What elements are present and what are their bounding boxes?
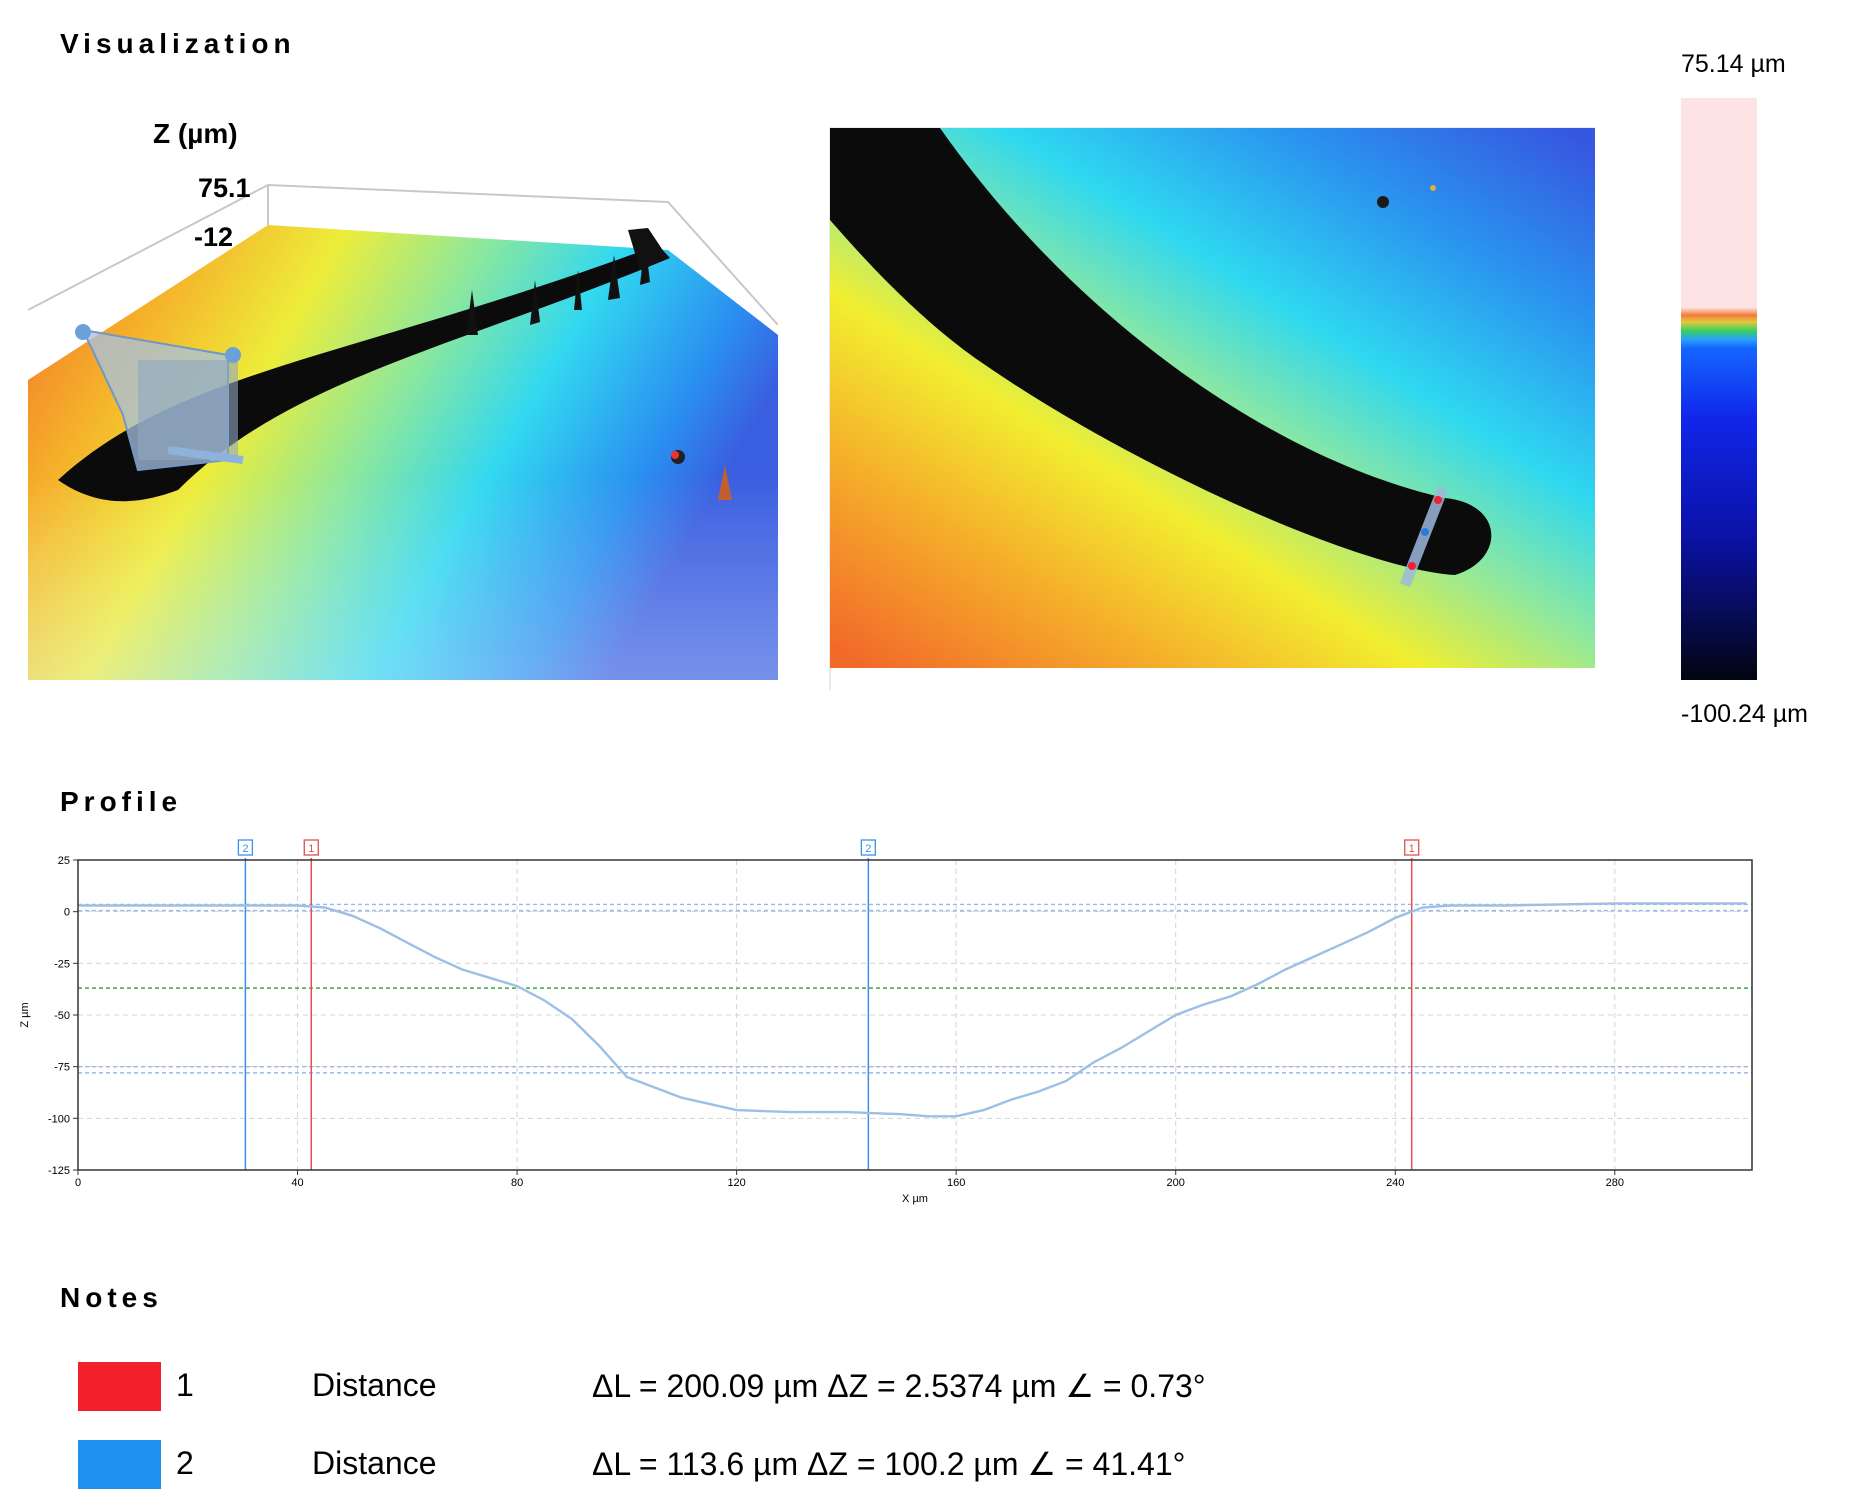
profile-chart[interactable]: 2 1 2 1 0 40 80 120 160 200 240 280 25 0 -25 -50 -75 -10… — [0, 830, 1780, 1230]
y-tick-label: -75 — [54, 1062, 70, 1074]
y-tick-label: -50 — [54, 1010, 70, 1022]
cursor-marker — [303, 839, 319, 856]
x-axis-label: X µm — [902, 1193, 928, 1205]
x-tick-label: 240 — [1386, 1177, 1404, 1189]
z-axis-tick-second: -12 — [194, 222, 234, 252]
y-tick-label: -125 — [48, 1165, 70, 1177]
x-tick-label: 280 — [1606, 1177, 1624, 1189]
color-scale-min-label: -100.24 µm — [1681, 700, 1808, 728]
x-tick-label: 40 — [291, 1177, 303, 1189]
cursor-label: 1 — [1409, 843, 1415, 855]
color-scale-bar — [1681, 98, 1757, 680]
profile-title: Profile — [60, 786, 183, 817]
cursor-label: 2 — [242, 843, 248, 855]
x-tick-label: 160 — [947, 1177, 965, 1189]
visualization-title: Visualization — [60, 28, 296, 59]
note-values: ΔL = 113.6 µm ΔZ = 100.2 µm ∠ = 41.41° — [592, 1446, 1186, 1482]
z-axis-label: Z (µm) — [153, 118, 238, 149]
y-tick-label: -100 — [48, 1113, 70, 1125]
color-scale-max-label: 75.14 µm — [1681, 50, 1786, 78]
note-id: 1 — [176, 1367, 194, 1403]
y-tick-label: 0 — [64, 907, 70, 919]
plot-frame — [77, 859, 1753, 1171]
y-tick-label: -25 — [54, 958, 70, 970]
note-row: 2 Distance ΔL = 113.6 µm ΔZ = 100.2 µm ∠… — [0, 1440, 1400, 1500]
x-tick-label: 120 — [727, 1177, 745, 1189]
profile-chart-svg: 2 1 2 1 0 40 80 120 160 200 240 280 25 0 -25 -50 -75 -10… — [19, 839, 1753, 1205]
x-tick-label: 200 — [1167, 1177, 1185, 1189]
y-tick-label: 25 — [58, 855, 70, 867]
note-row: 1 Distance ΔL = 200.09 µm ΔZ = 2.5374 µm… — [0, 1362, 1400, 1422]
surface-3d-view[interactable]: Z (µm) 75.1 -12 — [27, 110, 779, 680]
profile-series-line — [78, 902, 1747, 1118]
cursor-label: 2 — [865, 843, 871, 855]
z-axis-tick-max: 75.1 — [198, 173, 251, 203]
cursor-marker — [860, 839, 876, 856]
surface-2d-view[interactable] — [805, 100, 1595, 690]
note-id: 2 — [176, 1445, 194, 1481]
x-tick-label: 0 — [75, 1177, 81, 1189]
cursor-label: 1 — [308, 843, 314, 855]
surface-3d-render — [27, 183, 779, 680]
x-tick-label: 80 — [511, 1177, 523, 1189]
note-color-swatch — [78, 1440, 161, 1489]
note-color-swatch — [78, 1362, 161, 1411]
note-type: Distance — [312, 1445, 437, 1481]
surface-2d-render — [829, 127, 1595, 690]
cursor-marker — [237, 839, 254, 856]
note-values: ΔL = 200.09 µm ΔZ = 2.5374 µm ∠ = 0.73° — [592, 1368, 1206, 1404]
note-type: Distance — [312, 1367, 437, 1403]
cursor-marker — [1404, 839, 1420, 856]
notes-title: Notes — [60, 1282, 163, 1313]
y-axis-label: Z µm — [19, 1002, 31, 1027]
